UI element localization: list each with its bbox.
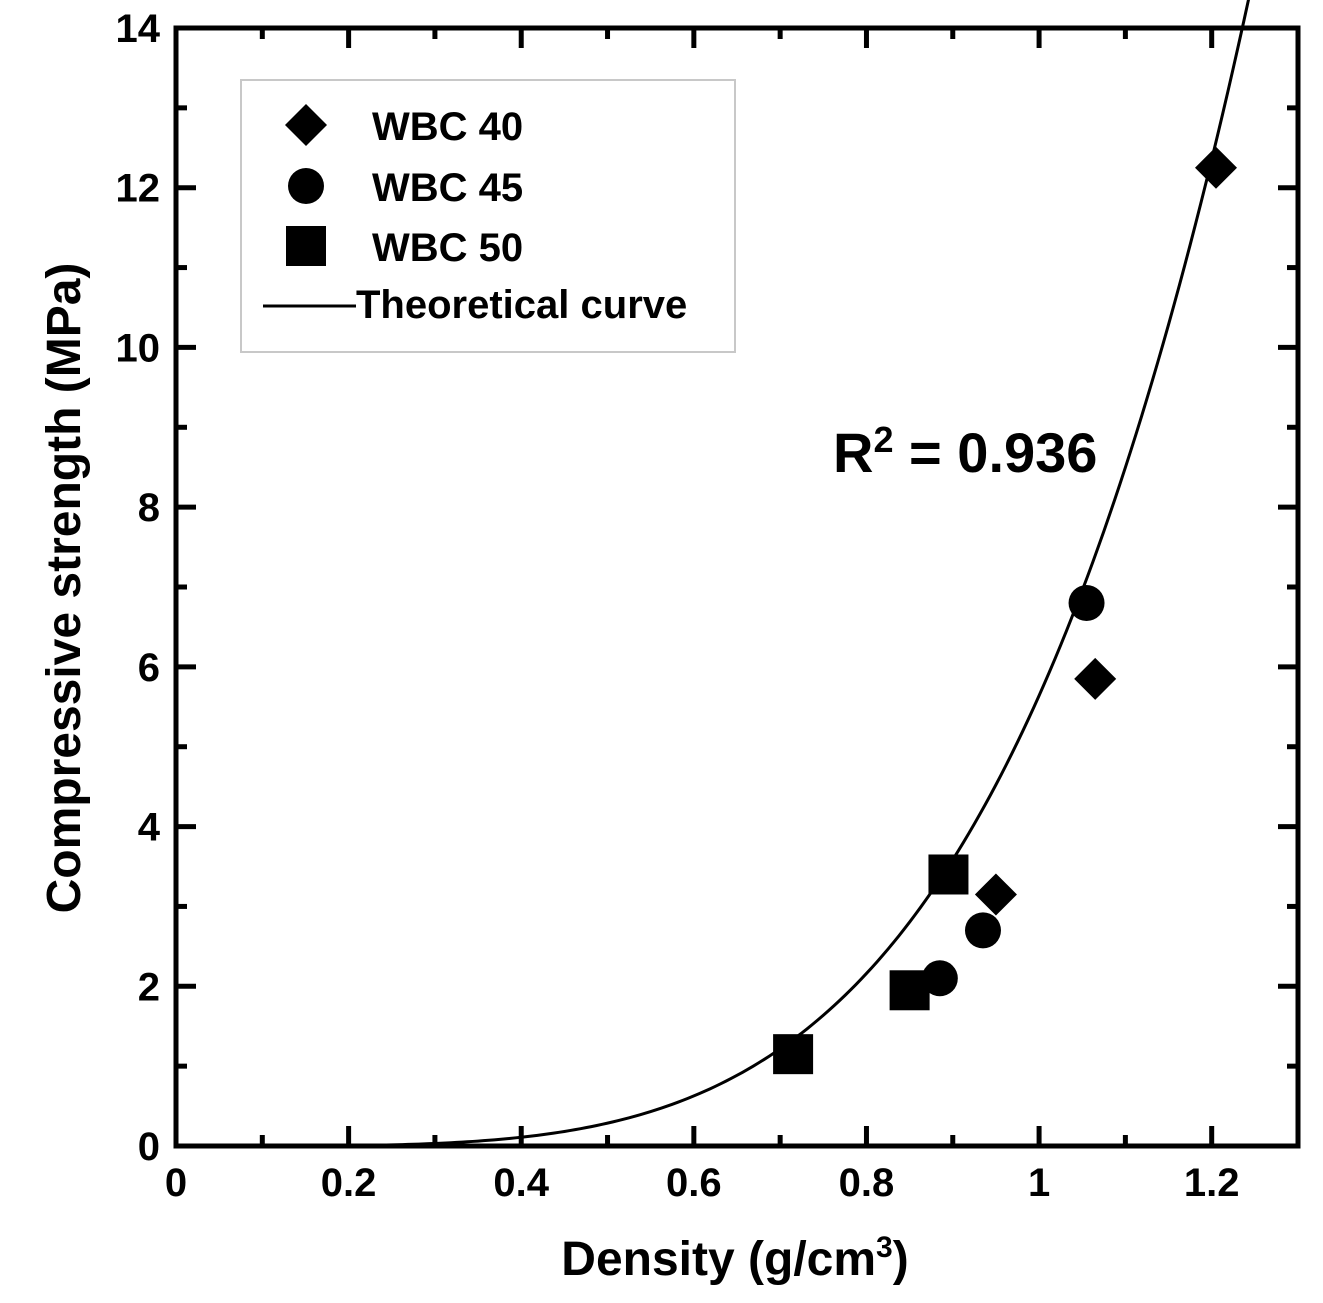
x-tick-label: 1.2	[1184, 1161, 1240, 1205]
x-tick-label: 1	[1028, 1161, 1050, 1205]
y-tick-label: 12	[116, 167, 161, 211]
r-squared-superscript: 2	[873, 419, 893, 460]
data-point-wbc40	[1074, 657, 1117, 700]
y-tick-label: 0	[138, 1125, 160, 1169]
x-axis-tick-labels: 0 0.2 0.4 0.6 0.8 1 1.2	[165, 1161, 1240, 1205]
data-point-wbc45	[964, 912, 1001, 949]
legend-marker-wbc40	[285, 104, 327, 146]
data-point-wbc50	[773, 1034, 814, 1075]
data-point-wbc40	[1195, 146, 1238, 189]
data-point-wbc45	[921, 960, 958, 997]
r-squared-prefix: R	[833, 421, 873, 484]
r-squared-annotation: R2 = 0.936	[833, 419, 1097, 484]
legend-label-theoretical-curve: Theoretical curve	[356, 283, 687, 327]
legend-symbols	[285, 104, 327, 266]
x-axis-label-superscript: 3	[876, 1231, 893, 1264]
data-point-wbc40	[974, 873, 1017, 916]
x-axis-label-close: )	[893, 1233, 909, 1286]
y-axis-ticks	[176, 25, 1298, 1149]
y-tick-label: 8	[138, 486, 160, 530]
x-tick-label: 0.2	[321, 1161, 377, 1205]
legend-label-wbc40: WBC 40	[372, 105, 523, 149]
data-markers	[773, 146, 1238, 1075]
legend-marker-wbc45	[288, 168, 324, 204]
r-squared-value: = 0.936	[893, 421, 1097, 484]
y-tick-label: 4	[138, 806, 161, 850]
x-tick-label: 0.6	[666, 1161, 722, 1205]
y-tick-label: 14	[116, 7, 161, 51]
y-tick-label: 10	[116, 326, 161, 370]
x-axis-label-text: Density (g/cm	[561, 1233, 876, 1286]
data-point-wbc45	[1068, 584, 1105, 621]
legend-label-wbc50: WBC 50	[372, 226, 523, 270]
x-tick-label: 0.8	[839, 1161, 895, 1205]
x-axis-label: Density (g/cm3)	[561, 1231, 908, 1286]
legend: WBC 40 WBC 45 WBC 50 Theoretical curve	[240, 79, 736, 353]
y-axis-tick-labels: 0 2 4 6 8 10 12 14	[116, 7, 161, 1169]
x-tick-label: 0	[165, 1161, 187, 1205]
legend-marker-wbc50	[286, 226, 326, 266]
data-point-wbc50	[928, 854, 969, 895]
y-tick-label: 2	[138, 965, 160, 1009]
data-point-wbc50	[889, 970, 930, 1011]
legend-label-wbc45: WBC 45	[372, 166, 523, 210]
x-tick-label: 0.4	[493, 1161, 549, 1205]
x-axis-ticks	[173, 28, 1301, 1146]
y-tick-label: 6	[138, 646, 160, 690]
y-axis-label: Compressive strength (MPa)	[38, 263, 91, 914]
